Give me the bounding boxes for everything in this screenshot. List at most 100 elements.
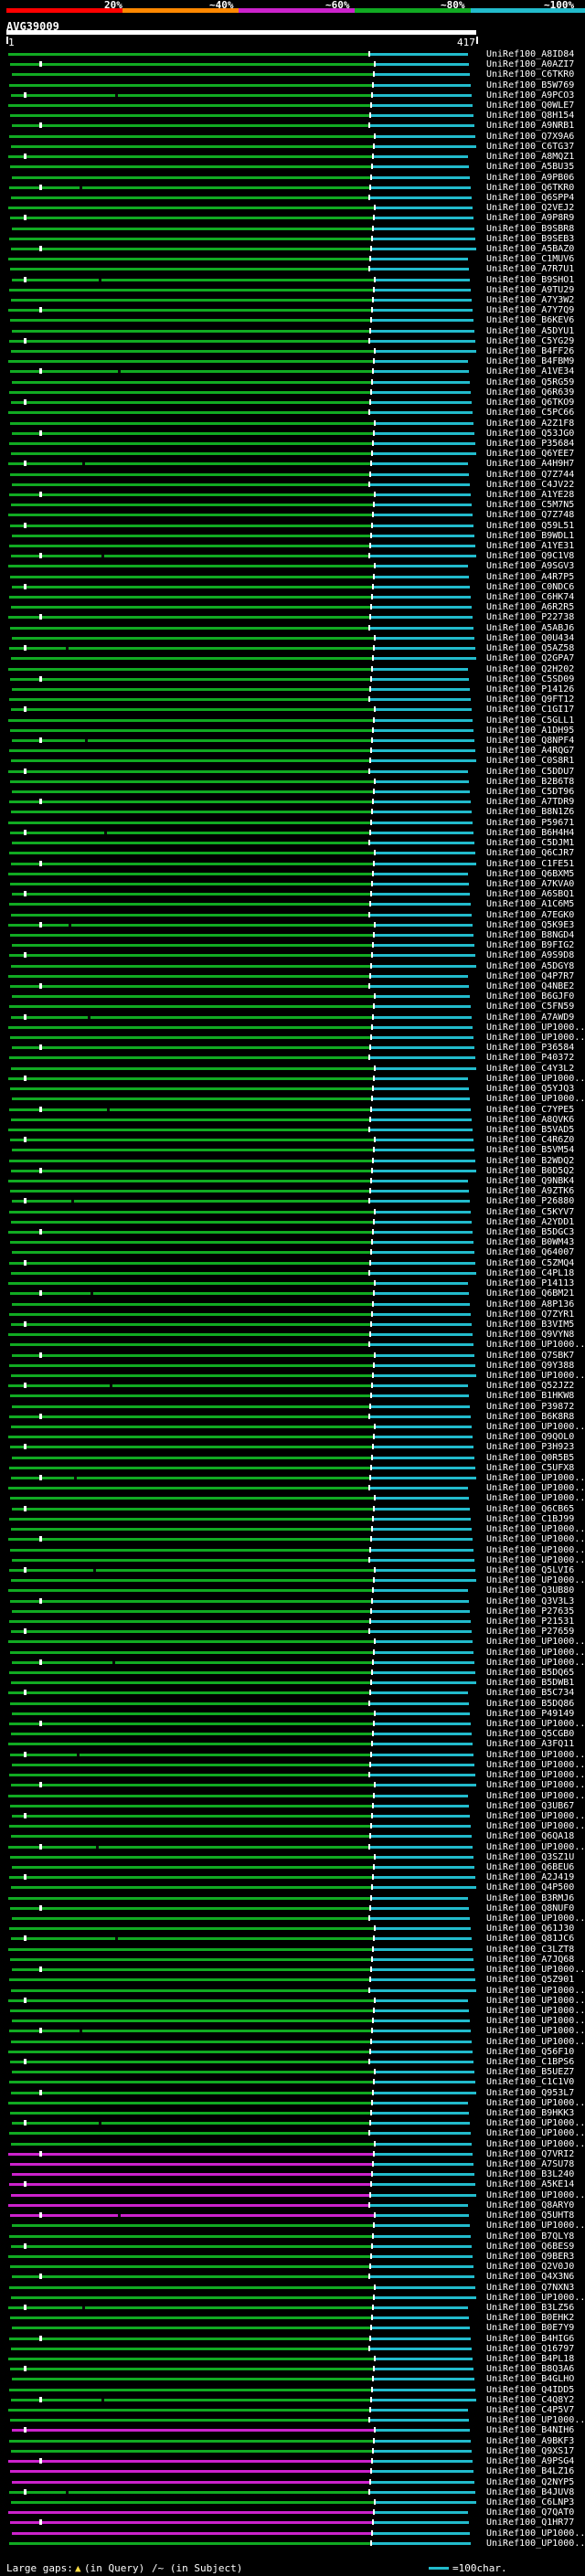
hit-label[interactable]: UniRef100_B8N1Z6 — [486, 807, 575, 817]
hit-label[interactable]: UniRef100_A2Z1F8 — [486, 419, 575, 429]
hit-label[interactable]: UniRef100_P22738 — [486, 612, 575, 622]
hit-label[interactable]: UniRef100_Q7Z748 — [486, 510, 575, 520]
hit-label[interactable]: UniRef100_A0AZI7 — [486, 59, 575, 69]
hit-label[interactable]: UniRef100_A4H9H7 — [486, 459, 575, 469]
hit-label[interactable]: UniRef100_UP1000... — [486, 2528, 585, 2539]
hit-label[interactable]: UniRef100_UP1000... — [486, 1575, 585, 1585]
hit-label[interactable]: UniRef100_UP1000... — [486, 2415, 585, 2425]
hit-label[interactable]: UniRef100_C4R6Z0 — [486, 1135, 575, 1145]
hit-label[interactable]: UniRef100_A5BAZ0 — [486, 244, 575, 254]
hit-label[interactable]: UniRef100_A7Y3W2 — [486, 295, 575, 305]
hit-label[interactable]: UniRef100_B4LZ16 — [486, 2466, 575, 2476]
hit-label[interactable]: UniRef100_UP1000... — [486, 1493, 585, 1503]
hit-label[interactable]: UniRef100_Q53JG0 — [486, 429, 575, 439]
hit-label[interactable]: UniRef100_A5ABJ6 — [486, 623, 575, 633]
hit-label[interactable]: UniRef100_Q6CB65 — [486, 1504, 575, 1514]
hit-label[interactable]: UniRef100_Q9C1V8 — [486, 551, 575, 561]
hit-label[interactable]: UniRef100_UP1000... — [486, 1534, 585, 1544]
hit-label[interactable]: UniRef100_UP1000... — [486, 1422, 585, 1432]
hit-label[interactable]: UniRef100_UP1000... — [486, 2118, 585, 2128]
hit-label[interactable]: UniRef100_A7EGK0 — [486, 910, 575, 920]
hit-label[interactable]: UniRef100_B5VM54 — [486, 1145, 575, 1155]
hit-label[interactable]: UniRef100_A9SGV3 — [486, 561, 575, 571]
hit-label[interactable]: UniRef100_A2J419 — [486, 1872, 575, 1882]
hit-label[interactable]: UniRef100_UP1000... — [486, 2037, 585, 2047]
hit-label[interactable]: UniRef100_C4PL18 — [486, 1268, 575, 1278]
hit-label[interactable]: UniRef100_A9ZTK6 — [486, 1186, 575, 1196]
hit-label[interactable]: UniRef100_UP1000... — [486, 1094, 585, 1104]
hit-label[interactable]: UniRef100_A1VE34 — [486, 366, 575, 376]
hit-label[interactable]: UniRef100_Q5YJQ3 — [486, 1084, 575, 1094]
hit-label[interactable]: UniRef100_Q4X3N6 — [486, 2272, 575, 2282]
hit-label[interactable]: UniRef100_B4HIG6 — [486, 2334, 575, 2344]
hit-label[interactable]: UniRef100_B5DGC3 — [486, 1227, 575, 1237]
hit-label[interactable]: UniRef100_Q953L7 — [486, 2088, 575, 2098]
hit-label[interactable]: UniRef100_UP1000... — [486, 1033, 585, 1043]
hit-label[interactable]: UniRef100_B6H4H4 — [486, 828, 575, 838]
hit-label[interactable]: UniRef100_UP1000... — [486, 1780, 585, 1790]
hit-label[interactable]: UniRef100_Q5CGB0 — [486, 1729, 575, 1739]
hit-label[interactable]: UniRef100_A8MQZ1 — [486, 152, 575, 162]
hit-label[interactable]: UniRef100_P27659 — [486, 1627, 575, 1637]
hit-label[interactable]: UniRef100_Q61J30 — [486, 1924, 575, 1934]
hit-label[interactable]: UniRef100_A7R7U1 — [486, 264, 575, 274]
hit-label[interactable]: UniRef100_UP1000... — [486, 1555, 585, 1565]
hit-label[interactable]: UniRef100_Q0U434 — [486, 633, 575, 643]
hit-label[interactable]: UniRef100_Q8NPF4 — [486, 736, 575, 746]
hit-label[interactable]: UniRef100_C6TG37 — [486, 142, 575, 152]
hit-label[interactable]: UniRef100_P39872 — [486, 1402, 575, 1412]
hit-label[interactable]: UniRef100_Q81JC6 — [486, 1934, 575, 1944]
hit-label[interactable]: UniRef100_C6HK74 — [486, 592, 575, 602]
hit-label[interactable]: UniRef100_B9SBR8 — [486, 224, 575, 234]
hit-label[interactable]: UniRef100_Q16797 — [486, 2344, 575, 2354]
hit-label[interactable]: UniRef100_C1FE51 — [486, 859, 575, 869]
hit-label[interactable]: UniRef100_Q2H202 — [486, 664, 575, 674]
hit-label[interactable]: UniRef100_A9S9D8 — [486, 950, 575, 960]
hit-label[interactable]: UniRef100_UP1000... — [486, 1637, 585, 1647]
hit-label[interactable]: UniRef100_UP1000... — [486, 1483, 585, 1493]
hit-label[interactable]: UniRef100_Q5UHT8 — [486, 2210, 575, 2221]
hit-label[interactable]: UniRef100_A9PCO3 — [486, 90, 575, 101]
hit-label[interactable]: UniRef100_C5UFX8 — [486, 1463, 575, 1473]
hit-label[interactable]: UniRef100_A7TDR9 — [486, 797, 575, 807]
hit-label[interactable]: UniRef100_A9P8R9 — [486, 213, 575, 223]
hit-label[interactable]: UniRef100_Q8ARY0 — [486, 2200, 575, 2210]
hit-label[interactable]: UniRef100_UP1000... — [486, 1473, 585, 1483]
hit-label[interactable]: UniRef100_B8Q3A6 — [486, 2364, 575, 2374]
hit-label[interactable]: UniRef100_P36584 — [486, 1043, 575, 1053]
hit-label[interactable]: UniRef100_Q4P7R7 — [486, 971, 575, 981]
hit-label[interactable]: UniRef100_C5FN59 — [486, 1002, 575, 1012]
hit-label[interactable]: UniRef100_C7YPE5 — [486, 1105, 575, 1115]
hit-label[interactable]: UniRef100_P14126 — [486, 684, 575, 694]
hit-label[interactable]: UniRef100_UP1000... — [486, 2293, 585, 2303]
hit-label[interactable]: UniRef100_UP1000... — [486, 1023, 585, 1033]
hit-label[interactable]: UniRef100_UP1000... — [486, 2190, 585, 2200]
hit-label[interactable]: UniRef100_UP1000... — [486, 2539, 585, 2549]
hit-label[interactable]: UniRef100_B9WDL1 — [486, 531, 575, 541]
hit-label[interactable]: UniRef100_B4FBM9 — [486, 356, 575, 366]
hit-label[interactable]: UniRef100_UP1000... — [486, 2006, 585, 2016]
hit-label[interactable]: UniRef100_A9BKF3 — [486, 2436, 575, 2446]
hit-label[interactable]: UniRef100_A7AWD9 — [486, 1012, 575, 1023]
hit-label[interactable]: UniRef100_Q2GPA7 — [486, 653, 575, 663]
hit-label[interactable]: UniRef100_Q0WLE7 — [486, 101, 575, 111]
hit-label[interactable]: UniRef100_B9SEB3 — [486, 234, 575, 244]
hit-label[interactable]: UniRef100_B6KEV6 — [486, 315, 575, 325]
hit-label[interactable]: UniRef100_B9SHO1 — [486, 275, 575, 285]
hit-label[interactable]: UniRef100_UP1000... — [486, 2026, 585, 2036]
hit-label[interactable]: UniRef100_C1BPS6 — [486, 2057, 575, 2067]
hit-label[interactable]: UniRef100_Q2VEJ2 — [486, 203, 575, 213]
hit-label[interactable]: UniRef100_Q7QAT0 — [486, 2507, 575, 2518]
hit-label[interactable]: UniRef100_UP1000... — [486, 2139, 585, 2149]
hit-label[interactable]: UniRef100_C1GI17 — [486, 705, 575, 715]
hit-label[interactable]: UniRef100_UP1000... — [486, 1648, 585, 1658]
hit-label[interactable]: UniRef100_A7JQ68 — [486, 1955, 575, 1965]
hit-label[interactable]: UniRef100_B5VAD5 — [486, 1125, 575, 1135]
hit-label[interactable]: UniRef100_Q4P500 — [486, 1882, 575, 1892]
hit-label[interactable]: UniRef100_Q6YEE7 — [486, 449, 575, 459]
hit-label[interactable]: UniRef100_Q3V3L3 — [486, 1596, 575, 1606]
hit-label[interactable]: UniRef100_A1YE31 — [486, 541, 575, 551]
hit-label[interactable]: UniRef100_B2WDQ2 — [486, 1156, 575, 1166]
hit-label[interactable]: UniRef100_C6LNP3 — [486, 2497, 575, 2507]
hit-label[interactable]: UniRef100_Q5RG59 — [486, 377, 575, 387]
